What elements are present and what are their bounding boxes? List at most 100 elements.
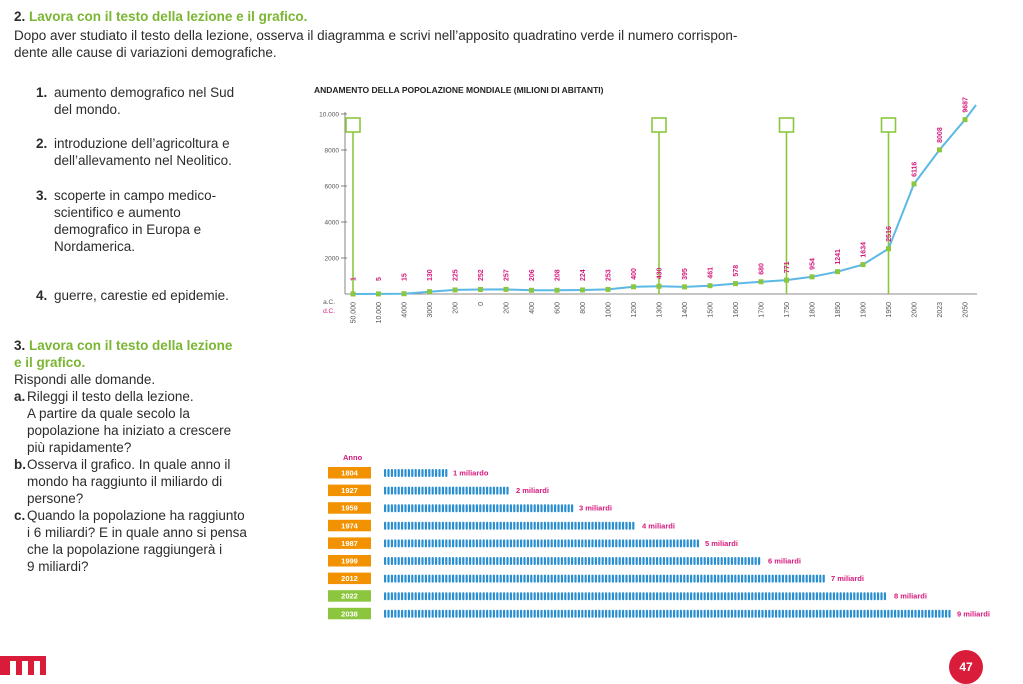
person-icon — [492, 521, 495, 530]
person-icon — [584, 609, 587, 618]
person-icon — [424, 486, 427, 495]
person-icon — [564, 539, 567, 548]
person-icon — [860, 609, 863, 618]
value-label: 8008 — [937, 127, 944, 143]
person-icon — [567, 592, 570, 601]
data-point — [784, 277, 789, 283]
person-icon — [775, 574, 778, 583]
year-row: 2022 8 miliardi — [328, 590, 927, 602]
person-icon — [384, 592, 387, 601]
person-icon — [611, 521, 614, 530]
person-icon — [475, 521, 478, 530]
person-icon — [448, 574, 451, 583]
data-point — [758, 279, 764, 285]
person-icon — [537, 574, 540, 583]
billions-label: 6 miliardi — [768, 557, 801, 566]
person-icon — [781, 609, 784, 618]
person-icon — [509, 574, 512, 583]
person-icon — [387, 486, 390, 495]
person-icon — [741, 592, 744, 601]
person-icon — [489, 592, 492, 601]
person-icon — [608, 609, 611, 618]
person-icon — [917, 609, 920, 618]
page-number: 47 — [949, 650, 983, 684]
person-icon — [622, 521, 625, 530]
year-box — [328, 537, 371, 549]
person-icon — [635, 539, 638, 548]
person-icon — [503, 539, 506, 548]
person-icon — [591, 609, 594, 618]
person-icon — [605, 592, 608, 601]
person-icon — [601, 521, 604, 530]
data-point — [605, 286, 611, 292]
person-icon — [486, 486, 489, 495]
person-icon — [509, 539, 512, 548]
person-icon — [618, 592, 621, 601]
person-icon — [693, 557, 696, 565]
person-icon — [520, 609, 523, 618]
person-icon — [394, 504, 397, 513]
person-icon — [401, 592, 404, 601]
person-icon — [547, 539, 550, 548]
person-icon — [798, 574, 801, 583]
person-icon — [819, 609, 822, 618]
person-icon — [557, 521, 560, 530]
person-icon — [591, 592, 594, 601]
person-icon — [530, 504, 533, 513]
person-icon — [945, 609, 948, 618]
value-label: 395 — [682, 268, 689, 280]
person-icon — [411, 521, 414, 530]
person-icon — [744, 574, 747, 583]
person-icon — [724, 592, 727, 601]
person-icon — [543, 521, 546, 530]
person-icon — [554, 592, 557, 601]
person-icon — [499, 486, 502, 495]
person-icon — [520, 521, 523, 530]
person-icon — [452, 486, 455, 495]
person-icon — [411, 539, 414, 548]
person-icon — [428, 574, 431, 583]
value-label: 206 — [529, 269, 536, 281]
person-icon — [455, 609, 458, 618]
person-icon — [822, 609, 825, 618]
cause-number: 4. — [36, 288, 48, 303]
person-icon — [489, 539, 492, 548]
person-icon — [469, 504, 472, 513]
exercise-2-intro: Dopo aver studiato il testo della lezion… — [14, 27, 737, 61]
year-header: Anno — [343, 453, 363, 462]
year-row: 2012 7 miliardi — [328, 572, 864, 585]
person-icon — [839, 609, 842, 618]
person-icon — [696, 557, 699, 565]
person-icon — [608, 574, 611, 583]
person-icon — [424, 574, 427, 583]
person-icon — [829, 592, 832, 601]
person-icon — [407, 592, 410, 601]
billions-label: 5 miliardi — [705, 539, 738, 548]
person-icon — [591, 574, 594, 583]
person-icon — [795, 574, 798, 583]
person-icon — [720, 609, 723, 618]
person-icon — [411, 557, 414, 565]
answer-box — [880, 117, 897, 133]
year-box — [328, 572, 371, 585]
person-icon — [547, 557, 550, 565]
person-icon — [571, 592, 574, 601]
answer-box — [651, 117, 667, 133]
person-icon — [407, 469, 410, 477]
person-icon — [656, 592, 659, 601]
person-icon — [540, 574, 543, 583]
person-icon — [642, 574, 645, 583]
person-icon — [424, 609, 427, 618]
billions-label: 4 miliardi — [642, 521, 675, 530]
person-icon — [407, 557, 410, 565]
person-icon — [686, 592, 689, 601]
person-icon — [683, 557, 686, 565]
person-icon — [414, 539, 417, 548]
person-icon — [472, 504, 475, 513]
person-icon — [414, 486, 417, 495]
person-icon — [441, 609, 444, 618]
person-icon — [679, 609, 682, 618]
cause-line: aumento demografico nel Sud — [54, 85, 235, 100]
year-label: 1400 — [682, 302, 689, 318]
person-icon — [605, 609, 608, 618]
